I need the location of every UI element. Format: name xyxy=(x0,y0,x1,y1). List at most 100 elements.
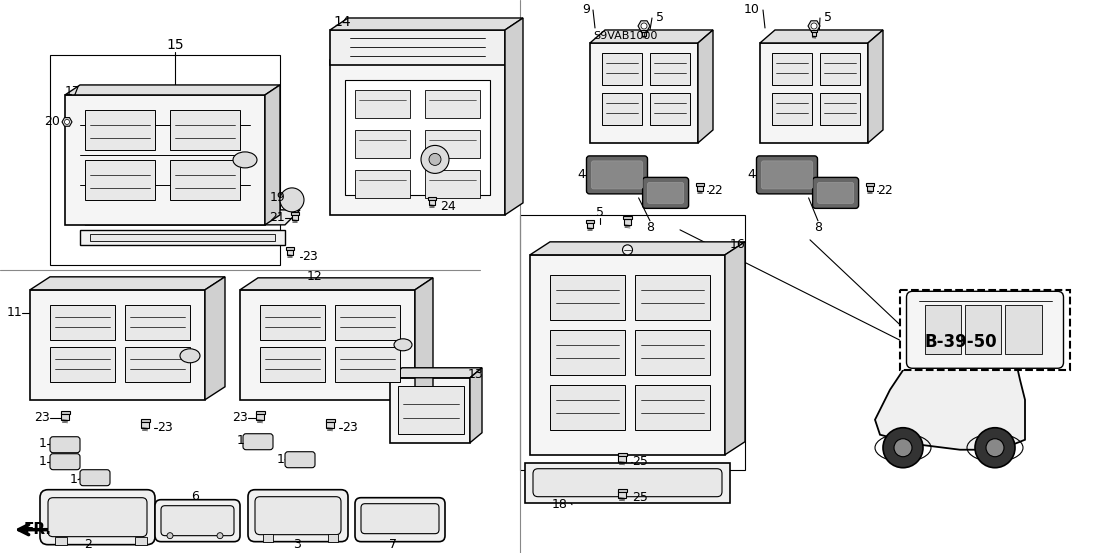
Polygon shape xyxy=(205,277,225,400)
Text: 23: 23 xyxy=(232,411,248,424)
Bar xyxy=(635,385,710,430)
Bar xyxy=(90,234,275,241)
Bar xyxy=(641,30,646,32)
Polygon shape xyxy=(65,85,280,95)
Bar xyxy=(696,183,704,186)
FancyBboxPatch shape xyxy=(813,178,859,208)
Bar xyxy=(61,411,70,414)
Bar xyxy=(85,160,155,200)
FancyBboxPatch shape xyxy=(50,437,80,453)
Text: 23: 23 xyxy=(157,421,173,434)
FancyBboxPatch shape xyxy=(248,490,348,542)
Circle shape xyxy=(430,153,441,165)
FancyBboxPatch shape xyxy=(648,182,684,204)
Polygon shape xyxy=(505,18,523,215)
Bar xyxy=(85,110,155,150)
Bar xyxy=(330,60,505,215)
Text: 12: 12 xyxy=(307,270,323,283)
Bar xyxy=(390,378,470,443)
Bar xyxy=(355,130,410,158)
FancyBboxPatch shape xyxy=(907,291,1064,368)
Bar xyxy=(820,93,860,125)
Polygon shape xyxy=(390,368,482,378)
Bar xyxy=(900,290,1070,370)
Text: FR.: FR. xyxy=(24,522,52,537)
FancyBboxPatch shape xyxy=(80,469,110,486)
Bar xyxy=(525,463,730,503)
Polygon shape xyxy=(808,21,820,31)
Bar xyxy=(287,249,293,255)
Text: 16: 16 xyxy=(731,238,746,252)
Bar xyxy=(602,53,642,85)
Bar xyxy=(141,419,149,422)
Bar xyxy=(61,414,69,420)
Bar xyxy=(867,185,873,191)
Text: 1: 1 xyxy=(70,473,77,486)
Polygon shape xyxy=(530,242,745,255)
FancyBboxPatch shape xyxy=(244,434,273,450)
Polygon shape xyxy=(62,118,72,126)
FancyBboxPatch shape xyxy=(756,156,817,194)
FancyBboxPatch shape xyxy=(762,161,813,189)
Text: 5: 5 xyxy=(824,12,832,24)
Circle shape xyxy=(167,533,173,539)
FancyBboxPatch shape xyxy=(48,498,147,536)
Polygon shape xyxy=(330,18,523,30)
Bar xyxy=(650,93,690,125)
Text: 19: 19 xyxy=(269,191,284,205)
Bar xyxy=(50,55,280,265)
Bar xyxy=(618,489,627,492)
FancyBboxPatch shape xyxy=(587,156,648,194)
Bar xyxy=(330,30,505,65)
Bar xyxy=(125,347,190,382)
Circle shape xyxy=(622,245,632,255)
Bar xyxy=(260,347,325,382)
Polygon shape xyxy=(950,333,975,355)
FancyBboxPatch shape xyxy=(255,497,341,535)
Bar xyxy=(425,170,480,198)
Bar xyxy=(335,305,400,340)
Polygon shape xyxy=(912,335,945,358)
Bar xyxy=(696,185,703,191)
Bar xyxy=(65,95,265,225)
Bar xyxy=(550,275,625,320)
Text: 8: 8 xyxy=(814,221,823,234)
Text: 7: 7 xyxy=(389,538,397,551)
Bar xyxy=(602,93,642,125)
Bar xyxy=(428,197,436,200)
Text: 1: 1 xyxy=(277,453,284,466)
Bar xyxy=(50,347,115,382)
Text: 4: 4 xyxy=(747,169,755,181)
Text: S9VAB1000: S9VAB1000 xyxy=(593,31,658,41)
Circle shape xyxy=(986,439,1004,457)
Polygon shape xyxy=(240,278,433,290)
FancyBboxPatch shape xyxy=(155,500,240,542)
Ellipse shape xyxy=(180,349,200,363)
Bar xyxy=(291,212,299,215)
Bar xyxy=(425,90,480,118)
Bar xyxy=(240,290,415,400)
FancyBboxPatch shape xyxy=(355,498,445,542)
Bar xyxy=(257,414,263,420)
Bar xyxy=(292,214,298,220)
Bar xyxy=(866,183,875,186)
Bar xyxy=(635,275,710,320)
Polygon shape xyxy=(638,21,650,31)
Text: 1: 1 xyxy=(39,437,46,450)
Text: 21: 21 xyxy=(269,211,284,225)
Bar xyxy=(623,216,632,219)
Ellipse shape xyxy=(421,145,449,174)
Bar xyxy=(586,220,594,223)
Text: 5: 5 xyxy=(596,206,604,220)
Circle shape xyxy=(975,427,1015,468)
Text: B-39-50: B-39-50 xyxy=(924,332,997,351)
Text: 17: 17 xyxy=(65,86,81,98)
Polygon shape xyxy=(265,85,280,225)
Text: 10: 10 xyxy=(744,3,761,17)
Bar xyxy=(924,305,961,354)
Bar xyxy=(263,534,273,542)
Polygon shape xyxy=(699,30,713,143)
Text: 1: 1 xyxy=(237,434,245,447)
Circle shape xyxy=(64,119,70,124)
Polygon shape xyxy=(470,368,482,443)
